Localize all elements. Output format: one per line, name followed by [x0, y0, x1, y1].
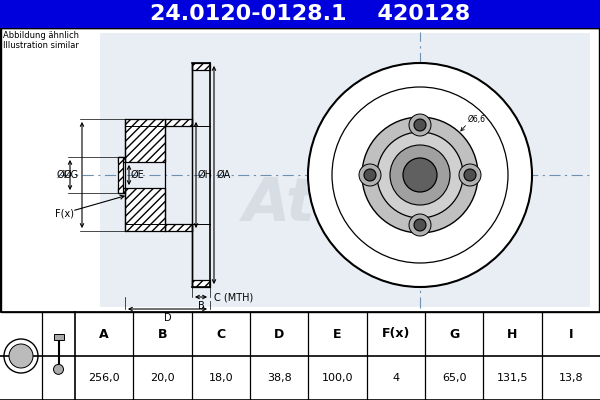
Circle shape	[459, 164, 481, 186]
Text: 38,8: 38,8	[267, 373, 292, 383]
Text: H: H	[508, 328, 518, 340]
Polygon shape	[125, 119, 165, 162]
Text: 18,0: 18,0	[209, 373, 233, 383]
Text: ØI: ØI	[56, 170, 67, 180]
Text: B: B	[158, 328, 167, 340]
Circle shape	[464, 169, 476, 181]
Circle shape	[409, 114, 431, 136]
Polygon shape	[118, 157, 123, 193]
Text: ØA: ØA	[217, 170, 231, 180]
Text: 24.0120-0128.1    420128: 24.0120-0128.1 420128	[150, 4, 470, 24]
Text: D: D	[274, 328, 284, 340]
Text: ØG: ØG	[64, 170, 79, 180]
Circle shape	[390, 145, 450, 205]
Text: 65,0: 65,0	[442, 373, 466, 383]
Text: A: A	[100, 328, 109, 340]
Text: F(x): F(x)	[382, 328, 410, 340]
Bar	[100, 33, 590, 307]
Text: ®: ®	[340, 210, 350, 220]
Circle shape	[53, 364, 64, 374]
Text: Ate: Ate	[242, 176, 358, 234]
Text: 256,0: 256,0	[88, 373, 120, 383]
Text: C: C	[216, 328, 226, 340]
Text: E: E	[333, 328, 342, 340]
Text: G: G	[449, 328, 459, 340]
Text: 100,0: 100,0	[322, 373, 353, 383]
Text: 13,8: 13,8	[559, 373, 583, 383]
Circle shape	[362, 117, 478, 233]
Polygon shape	[125, 188, 165, 231]
Text: Illustration similar: Illustration similar	[3, 41, 79, 50]
Circle shape	[359, 164, 381, 186]
Text: Ø6,6: Ø6,6	[467, 115, 485, 124]
Text: 20,0: 20,0	[150, 373, 175, 383]
Polygon shape	[192, 280, 210, 287]
Circle shape	[414, 119, 426, 131]
Bar	[0, 0, 600, 28]
Polygon shape	[165, 224, 192, 231]
Bar	[0, 312, 600, 400]
Polygon shape	[165, 119, 192, 126]
Text: Abbildung ähnlich: Abbildung ähnlich	[3, 31, 79, 40]
Circle shape	[9, 344, 33, 368]
Circle shape	[377, 132, 463, 218]
Bar	[0, 28, 600, 312]
Text: I: I	[569, 328, 573, 340]
Circle shape	[409, 214, 431, 236]
Polygon shape	[192, 63, 210, 70]
Circle shape	[308, 63, 532, 287]
Text: ØE: ØE	[131, 170, 145, 180]
Circle shape	[403, 158, 437, 192]
Bar	[1, 28, 599, 312]
Circle shape	[364, 169, 376, 181]
Text: B: B	[197, 301, 205, 311]
Text: 4: 4	[392, 373, 400, 383]
Polygon shape	[118, 157, 125, 162]
Bar	[53, 334, 64, 340]
Circle shape	[414, 219, 426, 231]
Text: 131,5: 131,5	[497, 373, 528, 383]
Text: F(x): F(x)	[55, 208, 74, 218]
Text: D: D	[164, 313, 172, 323]
Text: C (MTH): C (MTH)	[214, 292, 253, 302]
Polygon shape	[118, 188, 125, 193]
Text: ØH: ØH	[198, 170, 213, 180]
